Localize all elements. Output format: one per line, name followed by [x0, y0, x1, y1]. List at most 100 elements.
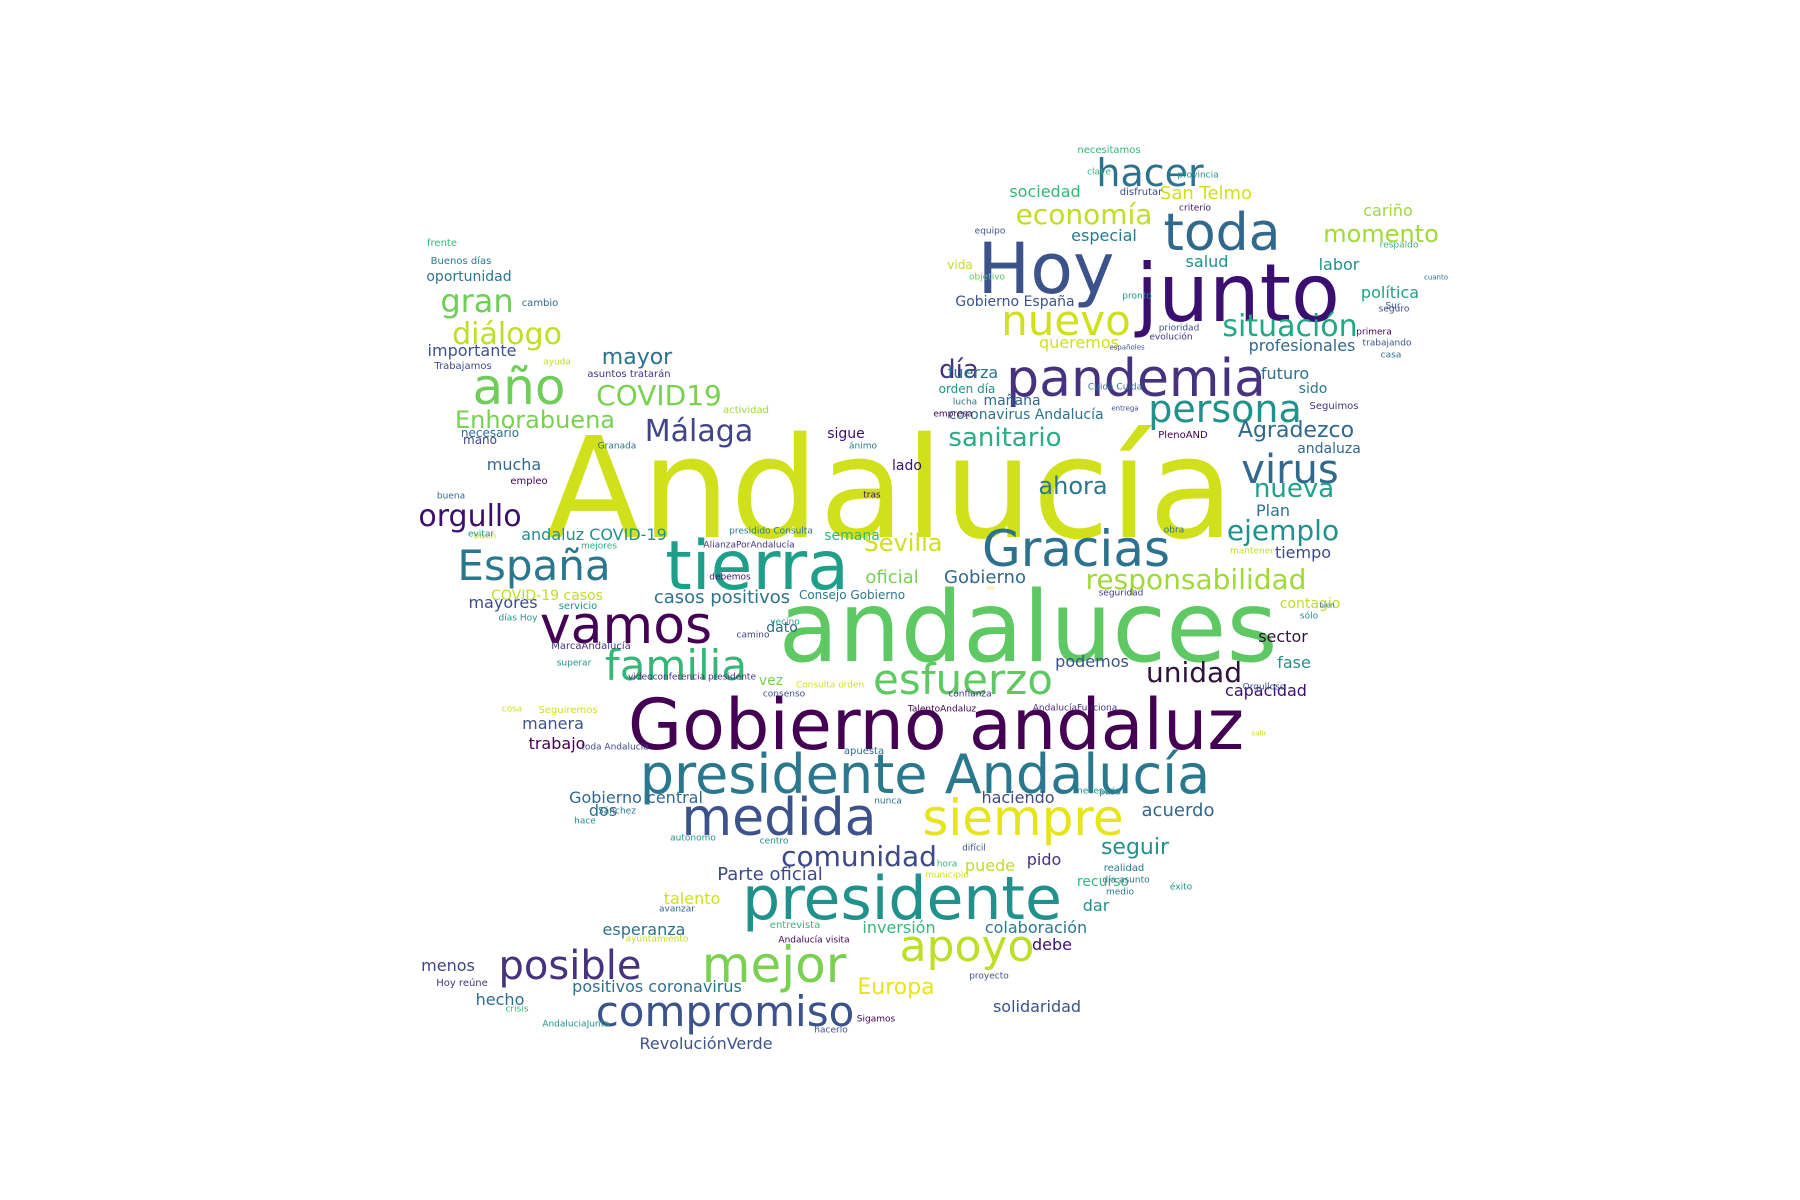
cloud-word: mayor [601, 345, 673, 370]
cloud-word: paso [1099, 787, 1121, 798]
cloud-word: Gobierno [944, 567, 1026, 588]
cloud-word: andaluces [778, 571, 1278, 685]
cloud-word: clave [1087, 167, 1111, 178]
cloud-word: Gobierno España [955, 294, 1075, 310]
cloud-word: superar [556, 658, 592, 669]
cloud-word: futuro [1260, 364, 1310, 383]
cloud-word: consenso [762, 689, 806, 700]
cloud-word: AlianzaPorAndalucía [703, 540, 795, 551]
cloud-word: disfrutar [1119, 187, 1163, 198]
cloud-word: españoles [1109, 343, 1145, 352]
cloud-word: Granada [597, 441, 637, 452]
cloud-word: Sevilla [863, 529, 943, 557]
cloud-word: debe [1032, 935, 1072, 954]
cloud-word: orden día [938, 382, 996, 396]
cloud-word: ejemplo [1226, 514, 1340, 547]
cloud-word: avanzar [659, 904, 695, 915]
cloud-word: orgullo [418, 499, 522, 534]
cloud-word: Gobierno central [569, 788, 703, 807]
cloud-word: semana [824, 528, 880, 544]
cloud-word: puede [964, 856, 1016, 875]
cloud-word: mañana [983, 393, 1041, 409]
cloud-word: oportunidad [426, 269, 512, 285]
cloud-word: año [472, 358, 566, 416]
cloud-word: España [457, 541, 611, 590]
cloud-word: equipo [974, 226, 1006, 237]
cloud-word: pido [1026, 850, 1062, 869]
cloud-word: necesitamos [1077, 145, 1141, 156]
cloud-word: apoyo [899, 921, 1035, 972]
cloud-word: dato [766, 620, 798, 636]
cloud-word: Hoy [977, 228, 1115, 310]
cloud-word: hora [936, 859, 958, 870]
cloud-word: junto [1136, 247, 1340, 340]
cloud-word: política [1360, 283, 1420, 302]
cloud-word: mayores [468, 593, 538, 612]
cloud-word: camino [736, 630, 770, 641]
cloud-word: cuanto [1423, 273, 1449, 282]
cloud-word: pronto [1122, 291, 1152, 302]
cloud-word: frente [427, 238, 457, 249]
cloud-word: necesaria [1077, 786, 1121, 797]
cloud-word: mucha [486, 455, 542, 474]
cloud-word: tras [863, 490, 881, 501]
cloud-word: respaldo [1379, 240, 1419, 251]
cloud-word: hacerlo [814, 1025, 848, 1036]
cloud-word: mano [463, 433, 497, 447]
cloud-word: Hoy reúne [436, 978, 488, 989]
cloud-word: fase [1277, 653, 1311, 672]
cloud-word: presidente Andalucía [639, 743, 1211, 806]
cloud-word: prioridad [1158, 323, 1200, 334]
cloud-word: provincia [1177, 170, 1219, 181]
cloud-word: buena [436, 491, 466, 502]
cloud-word: Enhorabuena [455, 406, 615, 434]
cloud-word: queremos [1039, 333, 1119, 352]
cloud-word: cosa [501, 704, 523, 715]
cloud-word: casos positivos [653, 587, 791, 608]
cloud-word: objetivo [968, 272, 1006, 283]
cloud-word: empleo [510, 476, 548, 487]
cloud-word: bien [1319, 601, 1335, 610]
cloud-word: MarcaAndalucía [551, 641, 631, 652]
cloud-word: toda Andalucía [581, 742, 649, 753]
cloud-word: obra [1163, 525, 1185, 536]
cloud-word: seguro [1378, 304, 1410, 315]
cloud-word: trabajando [1362, 338, 1412, 349]
cloud-word: especial [1071, 226, 1137, 245]
cloud-word: difícil [962, 843, 986, 854]
cloud-word: Sánchez [598, 806, 636, 817]
cloud-word: TalentoAndaluz [907, 704, 977, 715]
cloud-word: servicio [558, 601, 598, 612]
cloud-word: dos [588, 801, 618, 820]
cloud-word: seguir [1100, 835, 1170, 860]
cloud-word: responsabilidad [1085, 563, 1307, 596]
cloud-word: menos [421, 956, 475, 975]
cloud-word: presidido Consulta [729, 526, 813, 537]
cloud-word: confianza [948, 689, 992, 700]
cloud-word: mantener [1230, 546, 1274, 557]
cloud-word: coronavirus Andalucía [948, 407, 1104, 423]
cloud-word: cambio [521, 298, 559, 309]
cloud-word: Gracias [981, 520, 1171, 578]
cloud-word: podemos [1055, 652, 1129, 671]
cloud-word: labor [1318, 255, 1360, 274]
cloud-word: evitar [467, 529, 495, 540]
cloud-word: Cuida Cuida [1087, 382, 1143, 393]
cloud-word: Málaga [644, 414, 754, 449]
cloud-word: oficial [865, 567, 919, 588]
cloud-word: capacidad [1225, 681, 1307, 700]
cloud-word: fuerza [947, 363, 999, 382]
cloud-word: Sur [1385, 301, 1401, 312]
cloud-word: crisis [505, 1004, 529, 1015]
cloud-word: lucha [952, 397, 978, 408]
cloud-word: nuevo [1001, 296, 1131, 345]
cloud-word: Trabajamos [434, 361, 492, 372]
cloud-word: Europa [857, 975, 935, 1000]
cloud-word: Andalucía visita [778, 935, 850, 946]
cloud-word: apuesta [843, 746, 885, 757]
cloud-word: Seguiremos [538, 705, 598, 716]
cloud-word: persona [1148, 387, 1302, 431]
cloud-word: vecino [770, 617, 800, 628]
cloud-word: COVID‑19 casos [491, 588, 603, 604]
cloud-word: ánimo [849, 441, 877, 452]
